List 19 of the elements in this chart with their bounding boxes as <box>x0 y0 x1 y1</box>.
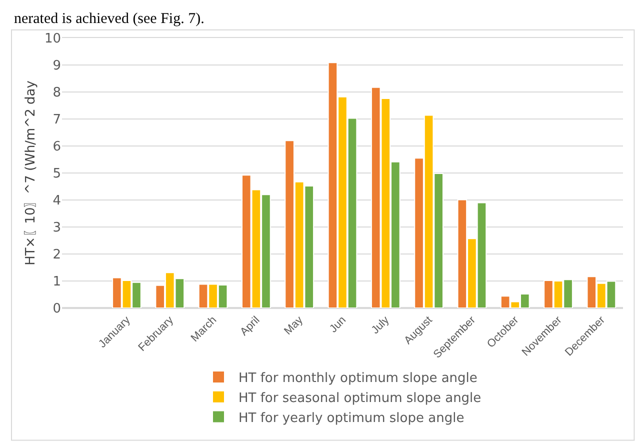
legend-label: HT for monthly optimum slope angle <box>238 371 478 386</box>
y-tick-label: 3 <box>52 220 61 236</box>
y-tick-label: 0 <box>52 302 61 317</box>
y-tick-label: 4 <box>52 194 61 209</box>
legend-label: HT for seasonal optimum slope angle <box>238 390 482 406</box>
x-tick-label: Jun <box>327 314 349 336</box>
y-tick-label: 9 <box>52 58 61 74</box>
text: nerated is achieved (see Fig. 7). <box>14 11 204 27</box>
x-tick-label: July <box>369 314 392 337</box>
x-tick-label: May <box>282 314 306 338</box>
y-tick-label: 8 <box>52 86 61 101</box>
y-tick-label: 1 <box>52 274 61 290</box>
y-tick-label: 2 <box>52 248 61 263</box>
y-tick-label: 10 <box>44 32 61 47</box>
y-tick-label: 6 <box>52 140 61 155</box>
y-tick-label: 5 <box>52 166 61 182</box>
y-axis-title: HT×〖10〗^7 (Wh/m^2 day <box>23 80 38 266</box>
legend-label: HT for yearly optimum slope angle <box>238 410 464 426</box>
y-tick-label: 7 <box>52 112 61 128</box>
